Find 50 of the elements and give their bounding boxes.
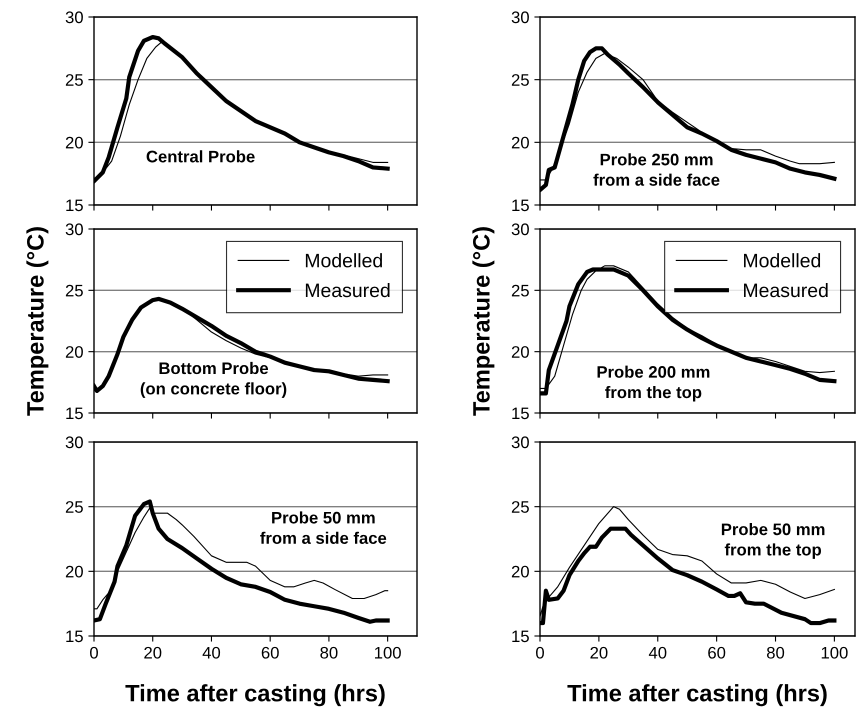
y-tick-label: 30 — [512, 436, 529, 448]
x-tick-label: 60 — [708, 646, 726, 659]
x-tick-label: 20 — [144, 646, 162, 659]
y-tick-label: 20 — [66, 566, 83, 578]
y-tick-label: 20 — [66, 346, 83, 358]
y-tick-label: 15 — [66, 408, 83, 420]
y-tick-label: 25 — [66, 74, 83, 86]
x-tick-label: 100 — [822, 646, 848, 659]
y-axis-title: Temperature (°C) — [472, 227, 494, 416]
y-tick-label: 25 — [512, 74, 529, 86]
y-tick-label: 15 — [66, 630, 83, 642]
legend-label: Measured — [306, 282, 390, 298]
y-tick-label: 30 — [512, 223, 529, 236]
annotation: Bottom Probe (on concrete floor) — [140, 362, 286, 398]
x-tick-label: 0 — [536, 646, 544, 659]
x-tick-label: 60 — [262, 646, 279, 659]
annotation: Probe 200 mm from the top — [598, 366, 710, 402]
y-tick-label: 20 — [66, 136, 83, 149]
y-tick-label: 25 — [66, 284, 83, 297]
annotation: Probe 50 mm from the top — [722, 522, 824, 559]
annotation: Probe 250 mm from a side face — [593, 153, 720, 186]
x-axis-title: Time after casting (hrs) — [125, 684, 385, 706]
y-tick-label: 20 — [512, 136, 529, 149]
y-tick-label: 25 — [66, 501, 83, 513]
annotation: Central Probe — [146, 150, 255, 162]
y-tick-label: 20 — [512, 566, 529, 578]
legend-label: Measured — [744, 282, 828, 298]
y-axis-title: Temperature (°C) — [26, 227, 48, 416]
y-tick-label: 15 — [66, 200, 83, 212]
x-tick-label: 20 — [590, 646, 608, 659]
legend-label: Modelled — [744, 253, 820, 268]
y-tick-label: 25 — [512, 284, 529, 297]
x-tick-label: 40 — [202, 646, 220, 659]
y-tick-label: 30 — [66, 11, 83, 24]
y-tick-label: 30 — [512, 11, 529, 24]
y-tick-label: 30 — [66, 436, 83, 448]
y-tick-label: 25 — [512, 501, 529, 513]
y-tick-label: 20 — [512, 346, 529, 358]
y-tick-label: 15 — [512, 408, 529, 420]
x-tick-label: 0 — [90, 646, 98, 659]
y-tick-label: 15 — [512, 630, 529, 642]
y-tick-label: 30 — [66, 223, 83, 236]
annotation: Probe 50 mm from a side face — [260, 511, 386, 544]
y-tick-label: 15 — [512, 200, 529, 212]
x-axis-title: Time after casting (hrs) — [567, 684, 827, 706]
legend-label: Modelled — [306, 253, 382, 268]
x-tick-label: 80 — [766, 646, 784, 659]
x-tick-label: 100 — [375, 646, 401, 659]
x-tick-label: 40 — [648, 646, 666, 659]
x-tick-label: 80 — [320, 646, 338, 659]
